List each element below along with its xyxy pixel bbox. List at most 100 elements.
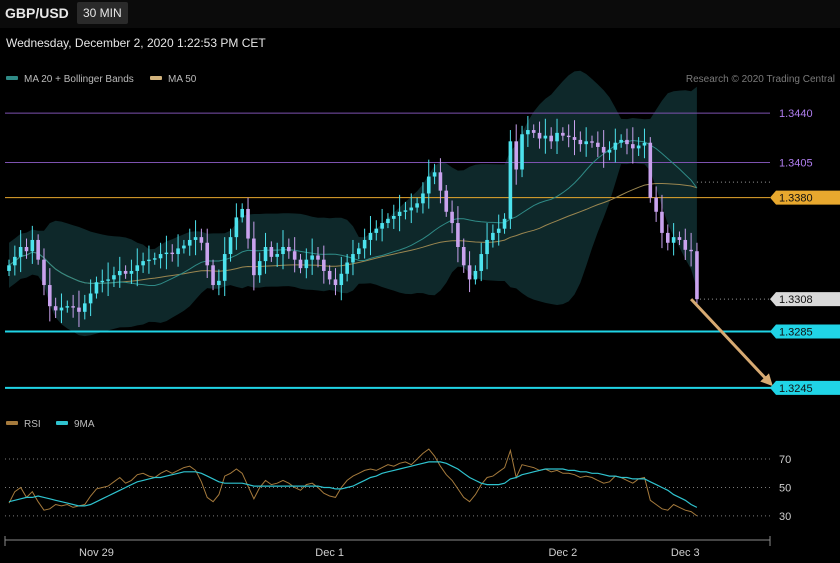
candle-body xyxy=(71,306,75,308)
candle-body xyxy=(514,141,519,170)
candle xyxy=(123,265,128,279)
candle xyxy=(339,256,344,301)
price-levels xyxy=(5,112,775,389)
candle xyxy=(135,248,140,287)
candle xyxy=(368,216,373,256)
candle xyxy=(199,228,204,251)
candle-body xyxy=(596,142,600,147)
symbol-label: GBP/USD xyxy=(5,5,69,21)
rsi-line xyxy=(8,448,698,517)
candle-body xyxy=(665,232,670,243)
candle xyxy=(147,245,151,274)
price-tag-1.3285: 1.3285 xyxy=(770,324,840,339)
candle xyxy=(94,276,99,299)
candle xyxy=(596,131,600,158)
candle xyxy=(409,193,414,224)
candle xyxy=(671,223,676,256)
candle-body xyxy=(438,172,443,191)
candle xyxy=(374,220,379,241)
candle xyxy=(461,238,466,273)
candle xyxy=(234,203,239,250)
candle-body xyxy=(287,247,291,252)
candle xyxy=(327,265,332,285)
candle-body xyxy=(281,247,285,255)
price-tag-1.3245: 1.3245 xyxy=(770,380,840,395)
candle-body xyxy=(397,211,402,216)
candle-body xyxy=(526,130,530,135)
candle xyxy=(566,124,571,148)
candle-body xyxy=(566,135,571,138)
rsi-tick-50: 50 xyxy=(779,482,791,494)
candle xyxy=(601,130,606,168)
candle xyxy=(438,158,443,204)
candle-body xyxy=(211,265,215,286)
candle xyxy=(298,254,303,274)
legend-rsi[interactable]: RSI xyxy=(6,419,41,430)
candle xyxy=(584,127,588,157)
candle xyxy=(403,201,408,220)
candle-body xyxy=(240,208,244,218)
candle xyxy=(77,290,81,328)
candle-body xyxy=(94,282,99,294)
price-tag-text: 1.3440 xyxy=(779,108,813,120)
candle-body xyxy=(310,255,314,260)
candle xyxy=(520,125,524,178)
candle xyxy=(106,262,110,297)
candle-body xyxy=(135,265,140,271)
candle-body xyxy=(368,232,373,240)
candle xyxy=(18,230,23,273)
candle-body xyxy=(625,139,629,145)
candle xyxy=(636,137,641,156)
candle-body xyxy=(217,280,221,286)
candle-body xyxy=(187,239,192,246)
ma50-swatch xyxy=(150,76,162,81)
legend-ma20[interactable]: MA 20 + Bollinger Bands xyxy=(6,74,134,85)
candle-body xyxy=(485,239,489,255)
legend-ma50[interactable]: MA 50 xyxy=(150,74,196,85)
price-tags: 1.3440 1.3405 1.3380 1.3308 1.3285 1.3245 xyxy=(770,108,840,395)
candle-body xyxy=(619,139,623,143)
candle-body xyxy=(508,141,513,219)
legend-ma20-label: MA 20 + Bollinger Bands xyxy=(24,74,134,85)
candle xyxy=(572,120,577,156)
candle xyxy=(531,124,536,138)
bollinger-band-area xyxy=(9,70,697,337)
candle xyxy=(187,228,192,256)
candle-body xyxy=(304,259,309,269)
legend-9ma[interactable]: 9MA xyxy=(56,419,95,430)
candle xyxy=(152,252,157,265)
candle-body xyxy=(222,254,227,281)
ma20-swatch xyxy=(6,76,18,81)
candle-body xyxy=(386,218,390,224)
candle-body xyxy=(234,217,239,238)
candle-body xyxy=(660,211,664,233)
candle xyxy=(246,197,250,249)
candle xyxy=(281,230,285,270)
price-tag-text: 1.3405 xyxy=(779,157,813,169)
candle-body xyxy=(339,273,344,286)
candle-body xyxy=(298,259,303,269)
candle xyxy=(444,185,449,217)
candle xyxy=(100,269,105,293)
candle xyxy=(450,200,454,234)
candle-body xyxy=(601,146,606,153)
candle xyxy=(508,130,513,229)
candle xyxy=(683,228,688,260)
timeframe-button[interactable]: 30 MIN xyxy=(77,2,128,24)
price-tag-text: 1.3285 xyxy=(779,327,813,339)
candle xyxy=(65,300,70,313)
candle xyxy=(117,256,122,288)
candle xyxy=(42,248,46,296)
candle-body xyxy=(584,141,588,145)
candle xyxy=(36,234,40,265)
rsi-tick-70: 70 xyxy=(779,454,791,466)
candle-body xyxy=(631,144,635,149)
candle-body xyxy=(491,232,495,240)
candle-body xyxy=(432,172,437,177)
candle xyxy=(112,266,116,288)
candle xyxy=(7,259,11,277)
candle xyxy=(182,239,186,254)
candle-body xyxy=(677,237,682,240)
candle xyxy=(543,118,548,154)
